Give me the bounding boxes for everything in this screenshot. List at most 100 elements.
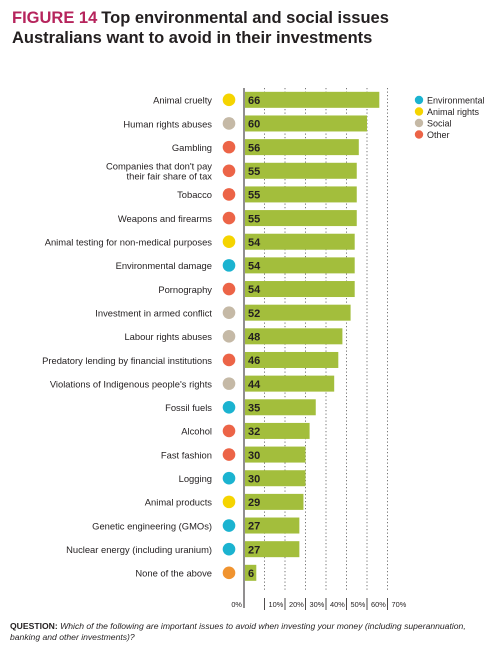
bar-value-label: 55 [248, 190, 260, 202]
x-tick-label: 20% [289, 600, 304, 609]
bar-value-label: 27 [248, 521, 260, 533]
category-dot [222, 235, 236, 249]
bar [245, 470, 306, 487]
legend-dot [414, 130, 424, 139]
bar [245, 257, 355, 274]
category-dot [222, 519, 236, 532]
category-dot [222, 424, 236, 438]
bar [245, 517, 300, 534]
category-label: Investment in armed conflict [95, 307, 212, 318]
bar [245, 351, 339, 368]
category-dot [222, 211, 236, 225]
bar-value-label: 29 [248, 497, 260, 509]
bar-value-label: 32 [248, 426, 260, 438]
bar [245, 564, 257, 581]
category-label: Animal cruelty [153, 95, 212, 106]
category-label: Alcohol [181, 426, 212, 437]
category-dot [222, 495, 236, 509]
bar [245, 162, 357, 179]
question-text: Which of the following are important iss… [10, 621, 466, 642]
category-label: Labour rights abuses [124, 331, 212, 342]
x-tick-label: 10% [269, 600, 284, 609]
category-dot [222, 164, 236, 178]
category-dot [222, 282, 236, 296]
bar-value-label: 54 [248, 261, 261, 273]
bar [245, 186, 357, 203]
legend-label: Social [427, 118, 452, 128]
category-dot [222, 448, 236, 461]
category-label: Animal testing for non-medical purposes [45, 237, 213, 248]
category-dot [222, 140, 236, 154]
x-tick-label: 0% [231, 600, 242, 609]
bar-value-label: 35 [248, 402, 260, 414]
bar-value-label: 44 [248, 379, 261, 391]
bar-value-label: 27 [248, 544, 260, 556]
category-label: Companies that don't pay their fair share… [106, 161, 212, 182]
legend-label: Environmental [427, 95, 485, 105]
bar-value-label: 60 [248, 119, 260, 131]
bar-value-label: 56 [248, 142, 260, 154]
category-dot [222, 377, 236, 390]
bar [245, 375, 335, 392]
category-label: Animal products [145, 497, 213, 508]
category-dot [222, 353, 236, 367]
category-dot [222, 259, 236, 272]
category-dot [222, 542, 236, 556]
category-label: Genetic engineering (GMOs) [92, 520, 212, 531]
question-label: QUESTION: [10, 621, 58, 631]
chart-title: FIGURE 14 Top environmental and social is… [12, 8, 482, 48]
category-dot [222, 400, 236, 414]
bar-value-label: 55 [248, 166, 260, 178]
category-dot [222, 471, 236, 485]
x-tick-label: 60% [371, 600, 386, 609]
category-label: Tobacco [177, 189, 212, 200]
bar [245, 115, 367, 132]
legend-dot [414, 107, 424, 116]
category-dot [222, 566, 236, 580]
bar-value-label: 54 [248, 237, 261, 249]
legend-label: Animal rights [427, 107, 480, 117]
legend-dot [414, 118, 424, 128]
legend-label: Other [427, 130, 450, 140]
category-dot [222, 330, 236, 343]
x-tick-label: 30% [310, 600, 325, 609]
category-label: Weapons and firearms [118, 213, 212, 224]
bar [245, 281, 355, 298]
bar [245, 399, 316, 416]
category-label: Human rights abuses [123, 118, 212, 129]
category-label: Violations of Indigenous people's rights [50, 378, 212, 389]
category-label: Fossil fuels [165, 402, 212, 413]
question-footnote: QUESTION: Which of the following are imp… [10, 621, 486, 643]
bar [245, 139, 359, 156]
category-label: Fast fashion [161, 449, 212, 460]
bar-value-label: 55 [248, 213, 260, 225]
category-dot [222, 93, 236, 107]
bar-value-label: 30 [248, 473, 260, 485]
category-label: Nuclear energy (including uranium) [66, 544, 212, 555]
category-dot [222, 306, 236, 319]
category-label: Environmental damage [116, 260, 212, 271]
x-tick-label: 40% [330, 600, 345, 609]
bar [245, 328, 343, 345]
category-label: None of the above [135, 568, 212, 579]
bar-value-label: 46 [248, 355, 260, 367]
bar [245, 422, 310, 439]
bar-value-label: 52 [248, 308, 260, 320]
x-tick-label: 50% [351, 600, 366, 609]
bar [245, 541, 300, 558]
x-tick-label: 70% [392, 600, 407, 609]
bar-value-label: 66 [248, 95, 260, 107]
bar-value-label: 48 [248, 332, 260, 344]
category-dot [222, 117, 236, 130]
bar-value-label: 54 [248, 284, 261, 296]
bar [245, 233, 355, 250]
bar [245, 446, 306, 463]
bar-value-label: 6 [248, 568, 254, 580]
figure-label: FIGURE 14 [12, 9, 98, 27]
bar [245, 91, 380, 108]
category-dot [222, 188, 236, 201]
bar [245, 210, 357, 227]
bar [245, 304, 351, 321]
category-label: Logging [179, 473, 212, 484]
category-label: Pornography [158, 284, 212, 295]
